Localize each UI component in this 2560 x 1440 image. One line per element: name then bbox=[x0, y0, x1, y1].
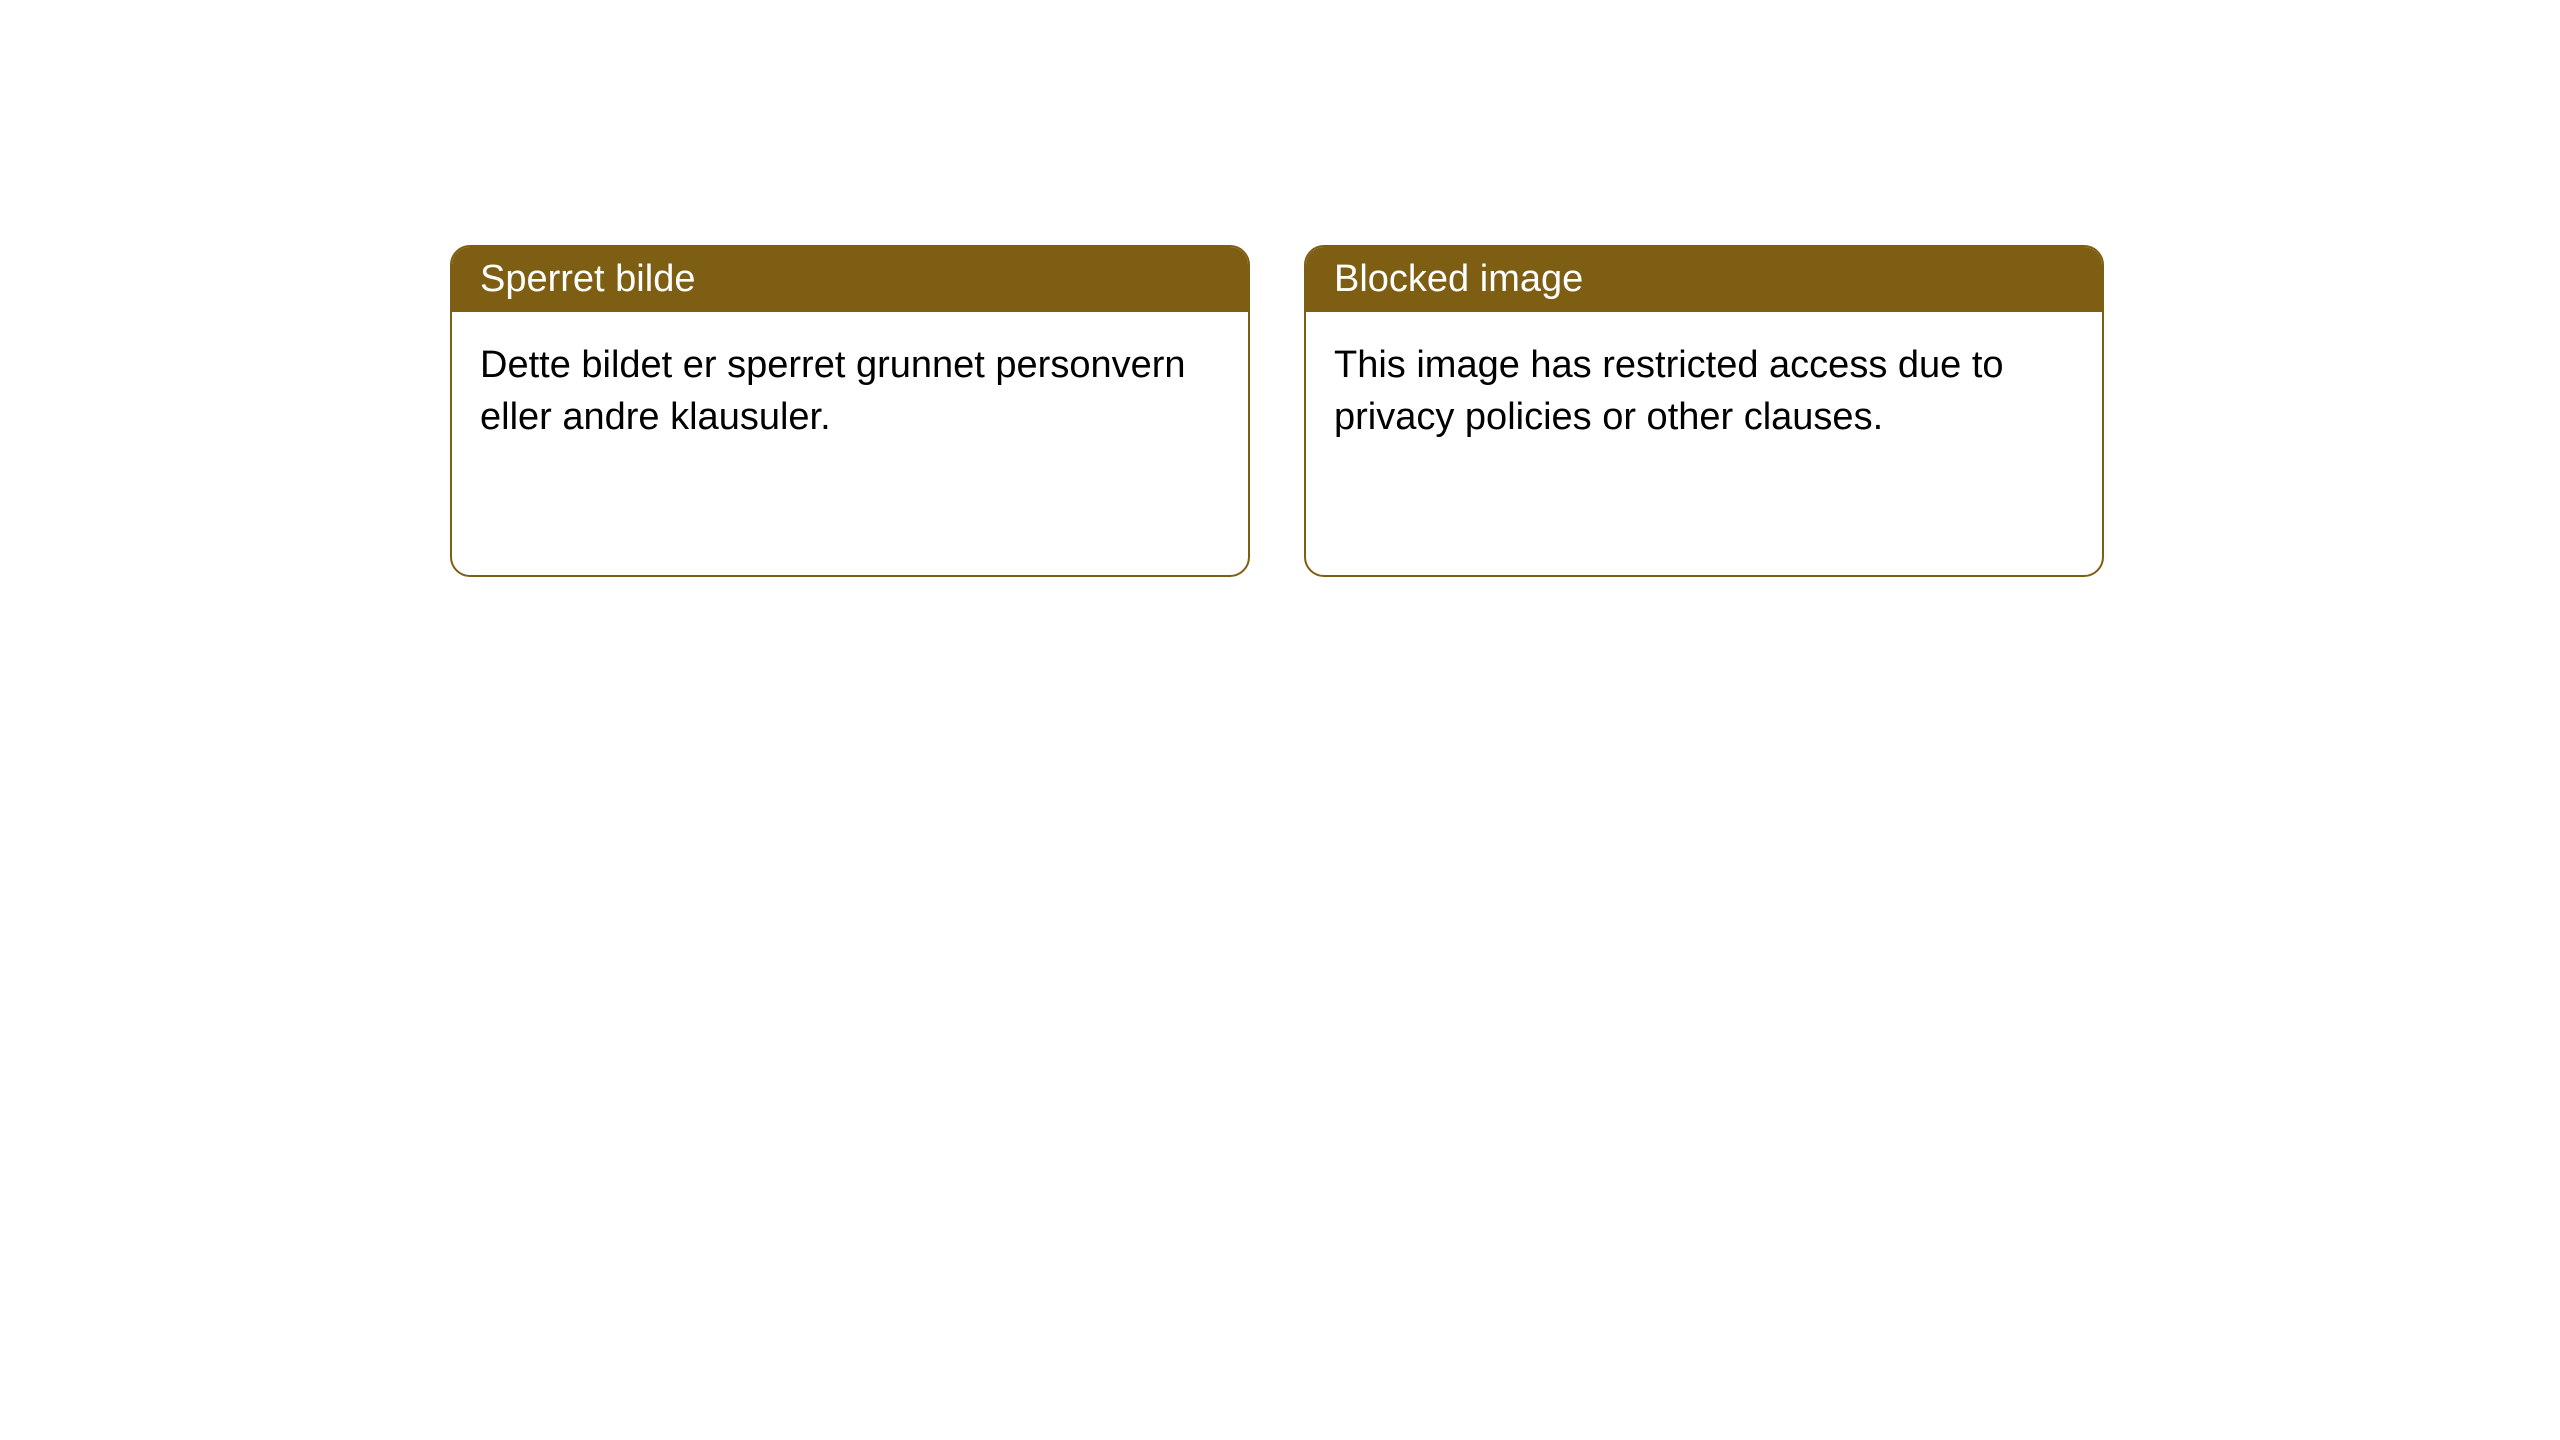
notice-title: Blocked image bbox=[1306, 247, 2102, 312]
notice-body: This image has restricted access due to … bbox=[1306, 312, 2102, 471]
notice-card-norwegian: Sperret bilde Dette bildet er sperret gr… bbox=[450, 245, 1250, 577]
notice-body: Dette bildet er sperret grunnet personve… bbox=[452, 312, 1248, 471]
notice-container: Sperret bilde Dette bildet er sperret gr… bbox=[0, 0, 2560, 577]
notice-title: Sperret bilde bbox=[452, 247, 1248, 312]
notice-card-english: Blocked image This image has restricted … bbox=[1304, 245, 2104, 577]
